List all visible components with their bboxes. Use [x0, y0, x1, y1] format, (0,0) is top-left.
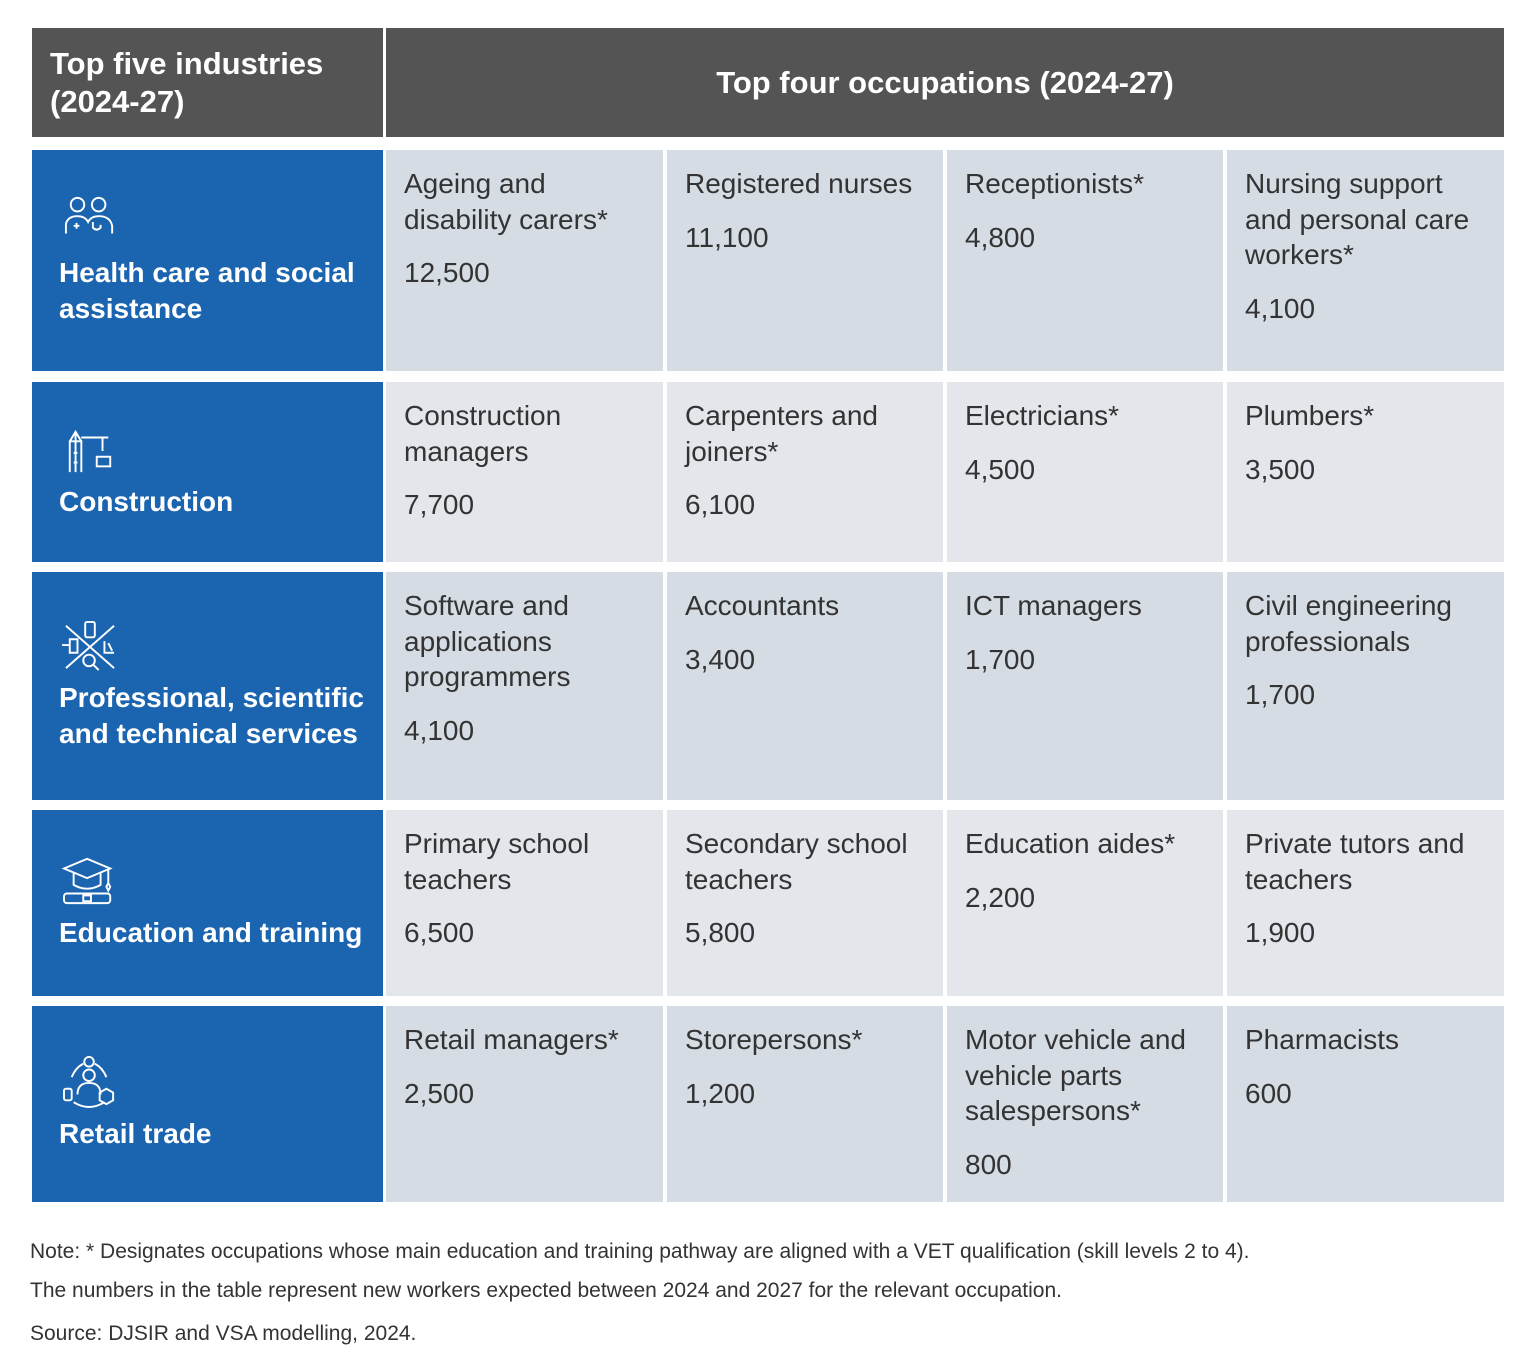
- occupation-value: 5,800: [685, 917, 756, 948]
- occupations-header: Top four occupations (2024-27): [386, 28, 1504, 137]
- industry-cell: Retail trade: [32, 1006, 383, 1202]
- occupation-name: Education aides*: [965, 828, 1176, 859]
- occupation-cell: Plumbers* 3,500: [1227, 382, 1504, 562]
- retail-cycle-icon: [63, 1056, 115, 1108]
- occupation-name: ICT managers: [965, 590, 1142, 621]
- occupation-value: 1,700: [965, 643, 1036, 675]
- occupation-cell: Secondary school teachers 5,800: [667, 810, 943, 996]
- occupation-name: Retail managers*: [404, 1024, 619, 1055]
- occupation-cell: Motor vehicle and vehicle parts salesper…: [947, 1006, 1223, 1202]
- occupation-name: Electricians*: [965, 400, 1120, 431]
- occupation-cell: Construction managers 7,700: [386, 382, 663, 562]
- industry-label: Health care and social assistance: [59, 256, 355, 324]
- note-vet: Note: * Designates occupations whose mai…: [30, 1240, 1250, 1263]
- occupation-cell: Storepersons* 1,200: [667, 1006, 943, 1202]
- occupation-value: 11,100: [685, 221, 769, 253]
- occupation-name: Primary school teachers: [404, 828, 590, 895]
- occupation-value: 1,200: [685, 1077, 756, 1109]
- source-note: Source: DJSIR and VSA modelling, 2024.: [30, 1322, 417, 1345]
- occupation-value: 4,100: [1245, 292, 1316, 324]
- occupation-name: Civil engineering professionals: [1245, 590, 1453, 657]
- occupation-value: 12,500: [404, 257, 490, 288]
- industry-cell: Education and training: [32, 810, 383, 996]
- industry-cell: Professional, scientific and technical s…: [32, 572, 383, 800]
- industry-cell: Health care and social assistance: [32, 150, 383, 371]
- occupation-value: 1,900: [1245, 917, 1316, 948]
- occupation-name: Construction managers: [404, 400, 562, 467]
- occupation-value: 4,800: [965, 221, 1036, 253]
- occupation-value: 4,100: [404, 714, 475, 746]
- occupation-value: 6,500: [404, 917, 475, 948]
- health-workers-icon: [64, 196, 114, 234]
- occupation-cell: Civil engineering professionals 1,700: [1227, 572, 1504, 800]
- occupation-value: 800: [965, 1148, 1012, 1180]
- occupation-name: Software and applications programmers: [404, 590, 571, 692]
- occupation-value: 1,700: [1245, 679, 1316, 710]
- industry-label: Education and training: [59, 917, 363, 948]
- occupation-name: Plumbers*: [1245, 400, 1375, 431]
- occupation-name: Pharmacists: [1245, 1024, 1400, 1055]
- occupation-name: Receptionists*: [965, 168, 1144, 199]
- occupation-value: 2,500: [404, 1077, 475, 1109]
- occupation-value: 600: [1245, 1077, 1292, 1109]
- occupation-name: Secondary school teachers: [685, 828, 908, 895]
- occupation-name: Storepersons*: [685, 1024, 863, 1055]
- occupation-name: Private tutors and teachers: [1245, 828, 1465, 895]
- science-tools-icon: [62, 620, 115, 671]
- industry-cell: Construction: [32, 382, 383, 562]
- graduation-cap-icon: [61, 857, 113, 905]
- construction-crane-icon: [68, 429, 112, 473]
- occupation-cell: Carpenters and joiners* 6,100: [667, 382, 943, 562]
- occupation-cell: Nursing support and personal care worker…: [1227, 150, 1504, 371]
- industry-label: Professional, scientific and technical s…: [59, 682, 364, 749]
- occupation-value: 3,500: [1245, 453, 1316, 485]
- occupation-cell: Accountants 3,400: [667, 572, 943, 800]
- occupation-cell: ICT managers 1,700: [947, 572, 1223, 800]
- occupation-cell: Retail managers* 2,500: [386, 1006, 663, 1202]
- occupation-name: Accountants: [685, 590, 840, 621]
- occupation-name: Carpenters and joiners*: [685, 400, 879, 467]
- occupation-name: Nursing support and personal care worker…: [1245, 168, 1470, 270]
- occupation-value: 6,100: [685, 489, 756, 520]
- occupation-cell: Registered nurses 11,100: [667, 150, 943, 371]
- industry-label: Retail trade: [59, 1118, 212, 1149]
- occupation-value: 2,200: [965, 881, 1036, 913]
- occupation-cell: Electricians* 4,500: [947, 382, 1223, 562]
- occupation-value: 3,400: [685, 643, 756, 675]
- occupation-cell: Education aides* 2,200: [947, 810, 1223, 996]
- industry-label: Construction: [59, 486, 234, 517]
- occupation-value: 7,700: [404, 489, 475, 520]
- occupation-cell: Primary school teachers 6,500: [386, 810, 663, 996]
- occupation-cell: Pharmacists 600: [1227, 1006, 1504, 1202]
- occupation-name: Ageing and disability carers*: [404, 168, 608, 235]
- industries-header: Top five industries (2024-27): [32, 28, 383, 137]
- occupation-cell: Ageing and disability carers* 12,500: [386, 150, 663, 371]
- occupation-cell: Receptionists* 4,800: [947, 150, 1223, 371]
- occupation-name: Motor vehicle and vehicle parts salesper…: [965, 1024, 1187, 1126]
- occupation-value: 4,500: [965, 453, 1036, 485]
- occupation-cell: Private tutors and teachers 1,900: [1227, 810, 1504, 996]
- note-numbers: The numbers in the table represent new w…: [30, 1279, 1062, 1302]
- occupation-cell: Software and applications programmers 4,1…: [386, 572, 663, 800]
- occupation-name: Registered nurses: [685, 168, 913, 199]
